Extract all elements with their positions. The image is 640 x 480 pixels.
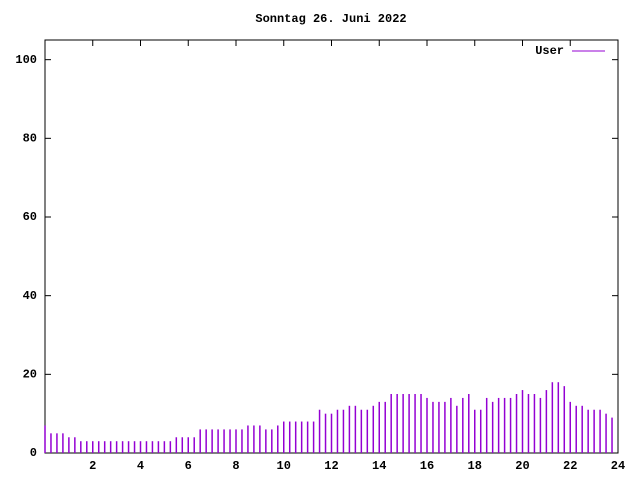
x-tick-label: 4 [137,459,144,473]
x-tick-label: 22 [563,459,577,473]
legend-label: User [535,44,564,58]
y-tick-label: 20 [23,368,37,382]
x-tick-label: 18 [468,459,482,473]
x-tick-label: 20 [515,459,529,473]
x-tick-label: 14 [372,459,386,473]
chart-title: Sonntag 26. Juni 2022 [255,12,406,26]
y-tick-label: 80 [23,132,37,146]
y-tick-label: 0 [30,446,37,460]
x-tick-label: 24 [611,459,625,473]
x-tick-label: 6 [185,459,192,473]
x-tick-label: 10 [277,459,291,473]
x-tick-label: 8 [232,459,239,473]
y-tick-label: 100 [15,53,37,67]
y-tick-label: 40 [23,289,37,303]
y-tick-label: 60 [23,210,37,224]
x-tick-label: 16 [420,459,434,473]
plot-frame [44,39,619,454]
x-tick-label: 2 [89,459,96,473]
x-tick-label: 12 [324,459,338,473]
